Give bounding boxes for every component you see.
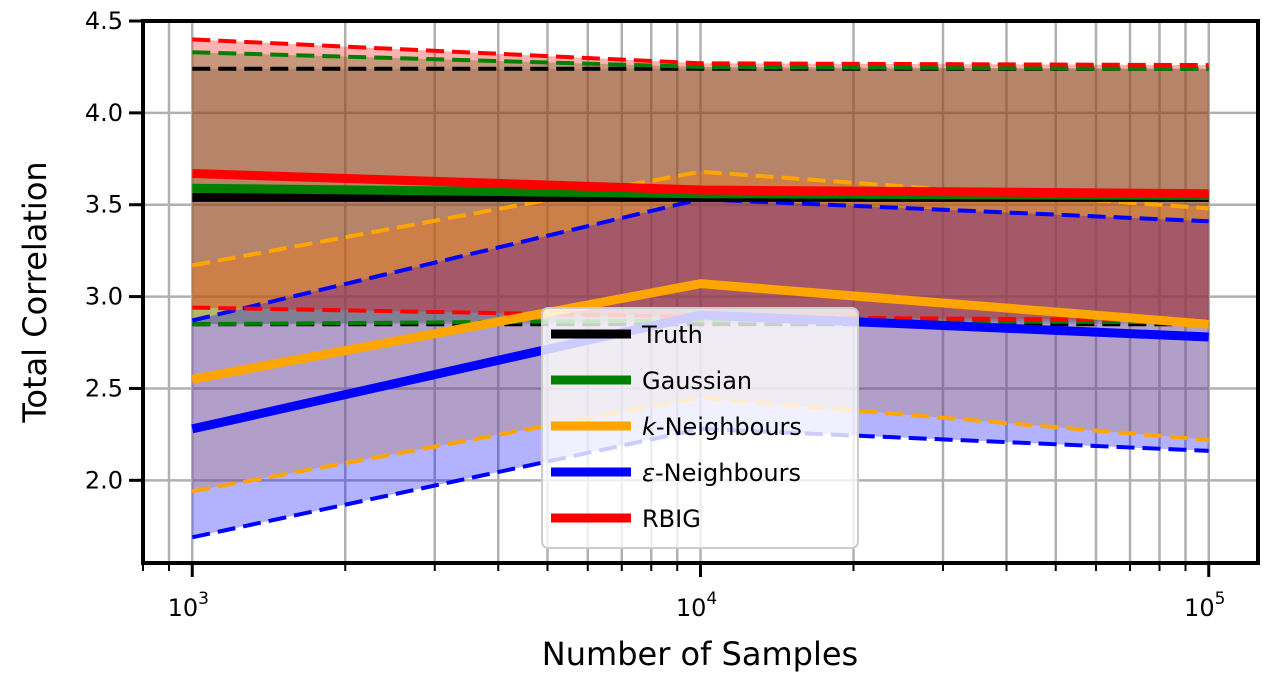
legend-label: ε-Neighbours [642, 459, 801, 487]
lower-bound-line [191, 395, 1209, 494]
y-tick-label: 4.0 [85, 99, 123, 127]
upper-bound-line [192, 50, 1209, 71]
y-tick-label: 2.5 [85, 374, 123, 402]
legend: Truth Gaussian k-Neighbours ε-Neighbours RBI… [541, 307, 859, 549]
axis-ticks: 2.0 2.5 3.0 3.5 4.0 4.5 103 104 105 [85, 7, 1226, 622]
x-axis-label: Number of Samples [542, 635, 858, 673]
legend-box [541, 307, 859, 549]
legend-label: Truth [641, 321, 703, 349]
upper-bound-line [191, 169, 1209, 268]
legend-label: Gaussian [642, 367, 752, 395]
lower-bound-line [191, 426, 1209, 540]
series-line [191, 279, 1210, 384]
legend-label: k-Neighbours [642, 413, 802, 441]
legend-label: RBIG [642, 505, 701, 533]
x-tick-label: 104 [676, 589, 717, 622]
y-tick-label: 2.0 [85, 466, 123, 494]
y-tick-label: 3.5 [85, 191, 123, 219]
series-lines [191, 37, 1210, 540]
series-line [192, 169, 1209, 199]
y-tick-label: 3.0 [85, 283, 123, 311]
confidence-band [192, 39, 1209, 321]
y-tick-label: 4.5 [85, 7, 123, 35]
y-axis-label: Total Correlation [16, 161, 54, 423]
x-tick-label: 105 [1184, 589, 1225, 622]
x-tick-label: 103 [168, 589, 209, 622]
upper-bound-line [192, 37, 1209, 68]
